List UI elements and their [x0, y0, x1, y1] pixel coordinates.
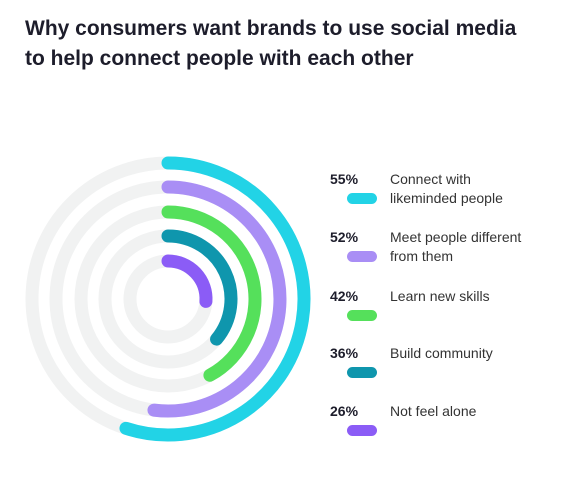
legend-label-line-1: Not feel alone [390, 403, 477, 419]
legend-swatch [347, 310, 377, 321]
legend-label-line-2: from them [390, 248, 454, 264]
legend-item-1: 55% Connect with likeminded people [330, 170, 570, 218]
legend-swatch [347, 425, 377, 436]
legend-label: Connect with likeminded people [390, 170, 565, 208]
legend-label: Meet people different from them [390, 228, 565, 266]
legend-swatch [347, 193, 377, 204]
legend-swatch [347, 367, 377, 378]
legend-label-line-1: Meet people different [390, 229, 522, 245]
legend-value: 52% [330, 229, 359, 245]
legend-label-line-1: Learn new skills [390, 288, 490, 304]
legend-label: Build community [390, 344, 565, 363]
legend-label: Learn new skills [390, 287, 565, 306]
chart-title-line-1: Why consumers want brands to use social … [25, 17, 517, 40]
legend-item-4: 36% Build community [330, 344, 570, 392]
legend-item-5: 26% Not feel alone [330, 402, 570, 450]
ring-bar-2 [147, 180, 287, 418]
ring-bar-1 [119, 156, 311, 442]
legend-value: 42% [330, 288, 359, 304]
chart-title: Why consumers want brands to use social … [25, 14, 565, 74]
legend-value: 55% [330, 171, 359, 187]
legend-value: 36% [330, 345, 359, 361]
chart-title-line-2: to help connect people with each other [25, 47, 414, 70]
ring-bar-4 [161, 229, 238, 346]
legend-label-line-1: Build community [390, 345, 493, 361]
legend-item-3: 42% Learn new skills [330, 287, 570, 335]
legend-value: 26% [330, 403, 359, 419]
ring-bar-3 [161, 205, 262, 382]
legend-label: Not feel alone [390, 402, 565, 421]
legend-swatch [347, 251, 377, 262]
legend-item-2: 52% Meet people different from them [330, 228, 570, 276]
ring-bar-5 [161, 254, 213, 308]
legend-label-line-2: likeminded people [390, 190, 503, 206]
legend-label-line-1: Connect with [390, 171, 471, 187]
